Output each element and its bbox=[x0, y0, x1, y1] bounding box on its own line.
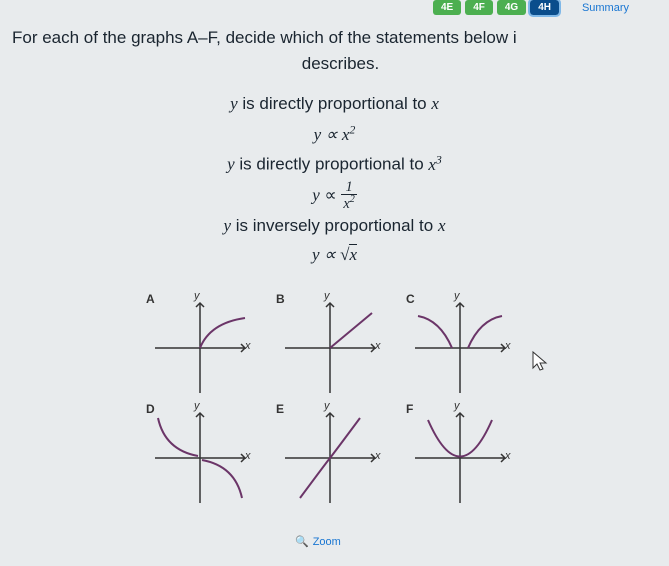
statement-6: y ∝ √x bbox=[0, 241, 669, 270]
graph-a: A y x bbox=[140, 290, 270, 400]
graph-e: E y x bbox=[270, 400, 400, 510]
s5-x: x bbox=[438, 216, 446, 235]
s4-y: y bbox=[312, 185, 320, 204]
graph-c: C y x bbox=[400, 290, 530, 400]
s4-num: 1 bbox=[341, 180, 356, 195]
graph-f: F y x bbox=[400, 400, 530, 510]
s4-prop: ∝ bbox=[320, 185, 342, 204]
graph-d: D y x bbox=[140, 400, 270, 510]
statement-1: y is directly proportional to x bbox=[0, 90, 669, 119]
statement-3: y is directly proportional to x3 bbox=[0, 149, 669, 180]
graph-svg-f bbox=[410, 408, 510, 508]
zoom-button[interactable]: 🔍 Zoom bbox=[295, 535, 341, 548]
s2-math: y ∝ x2 bbox=[314, 125, 356, 144]
graph-b: B y x bbox=[270, 290, 400, 400]
s3-text: is directly proportional to bbox=[235, 155, 429, 174]
nav-pill-4e[interactable]: 4E bbox=[433, 0, 461, 15]
statement-5: y is inversely proportional to x bbox=[0, 212, 669, 241]
s1-x: x bbox=[431, 94, 439, 113]
instruction-line1: For each of the graphs A–F, decide which… bbox=[12, 28, 517, 47]
nav-pills: 4E 4F 4G 4H bbox=[433, 0, 559, 15]
s3-y: y bbox=[227, 155, 235, 174]
s6-math: y ∝ √x bbox=[312, 244, 357, 264]
zoom-icon: 🔍 bbox=[295, 535, 309, 548]
zoom-label: Zoom bbox=[313, 536, 341, 548]
instruction-text: For each of the graphs A–F, decide which… bbox=[12, 25, 669, 76]
s1-y: y bbox=[230, 94, 238, 113]
graphs-grid: A y x B y x C y x bbox=[140, 290, 530, 510]
instruction-line2: describes. bbox=[12, 51, 669, 77]
cursor-icon bbox=[531, 350, 549, 377]
nav-pill-4h[interactable]: 4H bbox=[530, 0, 559, 15]
graph-svg-a bbox=[150, 298, 250, 398]
graph-svg-c bbox=[410, 298, 510, 398]
s5-text: is inversely proportional to bbox=[231, 216, 438, 235]
statements-list: y is directly proportional to x y ∝ x2 y… bbox=[0, 90, 669, 269]
s5-y: y bbox=[223, 216, 231, 235]
s1-text: is directly proportional to bbox=[238, 94, 432, 113]
statement-2: y ∝ x2 bbox=[0, 119, 669, 150]
nav-pill-4g[interactable]: 4G bbox=[497, 0, 526, 15]
s3-x: x3 bbox=[428, 155, 442, 174]
summary-link[interactable]: Summary bbox=[582, 2, 629, 14]
s4-den: x2 bbox=[341, 195, 356, 211]
graph-svg-e bbox=[280, 408, 380, 508]
graph-svg-b bbox=[280, 298, 380, 398]
s4-frac: 1x2 bbox=[341, 180, 356, 212]
graph-svg-d bbox=[150, 408, 250, 508]
nav-pill-4f[interactable]: 4F bbox=[465, 0, 493, 15]
statement-4: y ∝ 1x2 bbox=[0, 180, 669, 212]
